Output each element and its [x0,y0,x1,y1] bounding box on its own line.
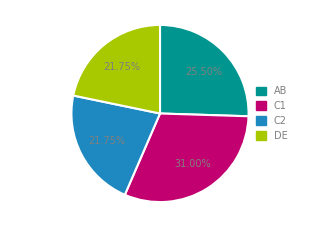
Wedge shape [73,25,160,114]
Legend: AB, C1, C2, DE: AB, C1, C2, DE [253,83,291,144]
Text: 31.00%: 31.00% [174,159,211,169]
Text: 21.75%: 21.75% [103,62,140,72]
Wedge shape [160,25,249,116]
Wedge shape [125,114,249,202]
Text: 25.50%: 25.50% [185,67,222,76]
Text: 21.75%: 21.75% [88,136,125,146]
Wedge shape [71,96,160,195]
